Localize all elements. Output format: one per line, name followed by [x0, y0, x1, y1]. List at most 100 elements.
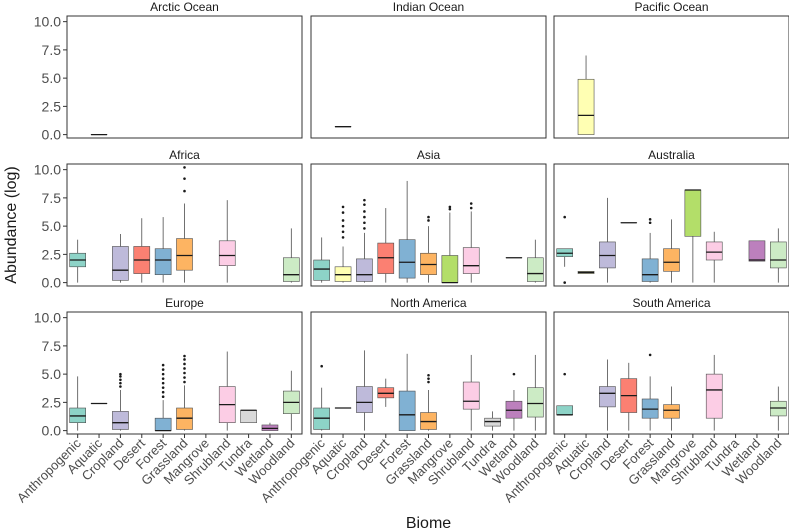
y-tick-label: 0.0	[42, 127, 62, 143]
panel-border	[310, 15, 547, 139]
outlier-point	[363, 210, 366, 213]
outlier-point	[427, 219, 430, 222]
box-forest	[398, 353, 416, 431]
outlier-point	[448, 207, 452, 211]
outlier-point	[563, 281, 566, 284]
outlier-point	[363, 221, 366, 225]
outlier-point	[427, 215, 430, 219]
y-tick-label: 5.0	[42, 366, 62, 382]
box-body	[663, 248, 680, 272]
y-tick-label: 0.0	[42, 423, 62, 439]
box-forest	[641, 353, 659, 431]
box-wetland	[261, 422, 279, 431]
box-cropland	[356, 350, 373, 431]
outlier-point	[161, 377, 165, 380]
outlier-point	[648, 221, 652, 225]
facet-europe: Europe0.02.55.07.510.0AnthropogenicAquat…	[14, 296, 303, 505]
box-body	[705, 241, 723, 261]
box-body	[577, 78, 595, 135]
facet-africa: Africa 0.0 2.5 5.0 7.5 10.0	[34, 148, 303, 291]
outlier-point	[183, 380, 186, 384]
outlier-point	[161, 363, 165, 367]
facet-title: Africa	[169, 148, 200, 162]
outlier-point	[512, 372, 516, 376]
box-wetland	[748, 240, 766, 262]
outlier-point	[563, 372, 566, 376]
outlier-point	[341, 211, 345, 214]
box-anthropogenic	[556, 372, 573, 416]
box-body	[748, 240, 766, 262]
facet-australia: Australia	[553, 148, 789, 287]
box-anthropogenic	[69, 239, 86, 283]
box-body	[441, 255, 459, 283]
box-body	[240, 409, 257, 424]
y-tick-label: 10.0	[34, 162, 61, 178]
box-body	[176, 238, 193, 271]
y-tick-label: 7.5	[42, 42, 62, 58]
y-tick-label: 10.0	[34, 14, 61, 30]
facet-title: Australia	[648, 148, 695, 162]
box-wetland	[505, 372, 523, 431]
outlier-point	[183, 371, 186, 375]
y-axis-title: Abundance (log)	[3, 166, 20, 283]
box-cropland	[112, 234, 129, 283]
outlier-point	[161, 372, 165, 376]
y-tick-label: 2.5	[42, 98, 62, 114]
box-body	[684, 189, 702, 237]
box-desert	[377, 208, 395, 283]
outlier-point	[119, 385, 122, 388]
box-desert	[133, 218, 151, 283]
outlier-point	[183, 367, 186, 370]
outlier-point	[161, 381, 165, 385]
outlier-point	[119, 372, 122, 376]
box-forest	[154, 363, 172, 432]
outlier-point	[469, 202, 473, 205]
box-woodland	[527, 354, 544, 431]
box-woodland	[770, 386, 787, 431]
box-shrubland	[705, 231, 723, 283]
box-grassland	[176, 354, 193, 431]
box-forest	[641, 218, 659, 283]
box-woodland	[770, 228, 787, 283]
outlier-point	[161, 390, 165, 394]
box-anthropogenic	[313, 237, 330, 283]
box-shrubland	[462, 354, 480, 431]
y-tick-label: 2.5	[42, 246, 62, 262]
facet-title: Europe	[165, 296, 204, 310]
box-shrubland	[218, 351, 236, 431]
outlier-point	[648, 218, 652, 221]
box-mangrove	[441, 205, 459, 284]
outlier-point	[341, 230, 345, 234]
outlier-point	[341, 205, 345, 209]
box-woodland	[527, 239, 544, 283]
box-woodland	[283, 228, 300, 283]
facet-grid: Arctic Ocean 0.0 2.5 5.0 7.5 10.0 Indian Ocean…	[14, 0, 789, 505]
outlier-point	[363, 227, 366, 230]
box-aquatic	[334, 205, 352, 283]
y-tick-label: 10.0	[34, 310, 61, 326]
box-body	[770, 241, 787, 269]
outlier-point	[448, 205, 452, 209]
y-tick-label: 5.0	[42, 70, 62, 86]
box-cropland	[599, 359, 616, 431]
outlier-point	[341, 219, 345, 222]
outlier-point	[363, 198, 366, 202]
outlier-point	[183, 362, 186, 366]
outlier-point	[183, 358, 186, 361]
outlier-point	[119, 381, 122, 385]
box-body	[313, 259, 330, 281]
box-tundra	[484, 411, 501, 431]
facet-title: North America	[390, 296, 466, 310]
outlier-point	[427, 380, 430, 384]
box-body	[154, 248, 172, 276]
box-body	[641, 258, 659, 282]
outlier-point	[363, 203, 366, 206]
outlier-point	[119, 378, 122, 382]
facet-arctic-ocean: Arctic Ocean 0.0 2.5 5.0 7.5 10.0	[34, 0, 303, 143]
box-anthropogenic	[69, 376, 86, 431]
y-tick-label: 7.5	[42, 190, 62, 206]
box-shrubland	[705, 354, 723, 431]
box-desert	[620, 362, 638, 431]
facet-title: Arctic Ocean	[150, 0, 219, 14]
box-body	[556, 405, 573, 416]
